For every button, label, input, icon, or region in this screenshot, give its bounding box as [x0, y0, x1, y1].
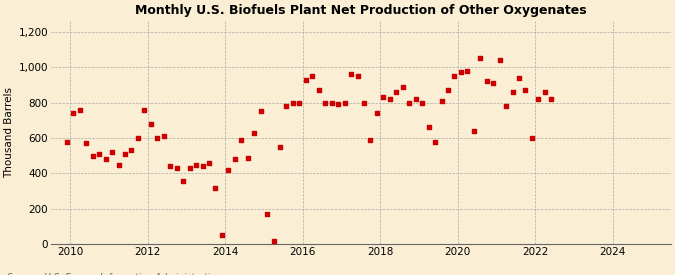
Point	[423, 125, 434, 130]
Point	[371, 111, 382, 116]
Point	[61, 139, 72, 144]
Point	[184, 166, 195, 170]
Point	[210, 185, 221, 190]
Point	[236, 138, 246, 142]
Point	[94, 152, 105, 156]
Point	[171, 166, 182, 170]
Point	[378, 95, 389, 100]
Point	[526, 136, 537, 140]
Point	[230, 157, 240, 161]
Point	[404, 100, 414, 105]
Point	[546, 97, 557, 101]
Point	[481, 79, 492, 84]
Point	[391, 90, 402, 94]
Point	[346, 72, 356, 76]
Point	[145, 122, 156, 126]
Point	[281, 104, 292, 108]
Point	[430, 139, 441, 144]
Point	[68, 111, 79, 116]
Text: Source: U.S. Energy Information Administration: Source: U.S. Energy Information Administ…	[7, 274, 221, 275]
Point	[488, 81, 499, 85]
Point	[255, 109, 266, 114]
Point	[507, 90, 518, 94]
Point	[107, 150, 117, 154]
Point	[268, 239, 279, 243]
Point	[398, 84, 408, 89]
Point	[275, 145, 286, 149]
Point	[514, 76, 524, 80]
Point	[475, 56, 486, 60]
Point	[288, 100, 298, 105]
Point	[313, 88, 324, 92]
Point	[190, 163, 201, 167]
Point	[326, 100, 337, 105]
Point	[449, 74, 460, 78]
Point	[494, 58, 505, 62]
Point	[456, 70, 466, 75]
Point	[81, 141, 92, 145]
Point	[436, 99, 447, 103]
Point	[462, 68, 472, 73]
Point	[468, 129, 479, 133]
Point	[223, 168, 234, 172]
Point	[333, 102, 344, 107]
Point	[320, 100, 331, 105]
Point	[385, 97, 396, 101]
Y-axis label: Thousand Barrels: Thousand Barrels	[4, 87, 14, 178]
Point	[352, 74, 363, 78]
Point	[87, 153, 98, 158]
Point	[152, 136, 163, 140]
Point	[178, 178, 188, 183]
Point	[365, 138, 376, 142]
Point	[119, 152, 130, 156]
Point	[262, 212, 273, 216]
Point	[501, 104, 512, 108]
Point	[300, 77, 311, 82]
Point	[533, 97, 544, 101]
Point	[101, 157, 111, 161]
Point	[340, 100, 350, 105]
Point	[139, 108, 150, 112]
Point	[539, 90, 550, 94]
Point	[416, 100, 427, 105]
Point	[126, 148, 137, 153]
Point	[249, 131, 260, 135]
Point	[520, 88, 531, 92]
Point	[159, 134, 169, 138]
Point	[165, 164, 176, 169]
Point	[294, 100, 305, 105]
Title: Monthly U.S. Biofuels Plant Net Production of Other Oxygenates: Monthly U.S. Biofuels Plant Net Producti…	[135, 4, 587, 17]
Point	[443, 88, 454, 92]
Point	[197, 164, 208, 169]
Point	[242, 155, 253, 160]
Point	[204, 161, 215, 165]
Point	[410, 97, 421, 101]
Point	[217, 233, 227, 238]
Point	[113, 163, 124, 167]
Point	[307, 74, 318, 78]
Point	[74, 108, 85, 112]
Point	[358, 100, 369, 105]
Point	[132, 136, 143, 140]
